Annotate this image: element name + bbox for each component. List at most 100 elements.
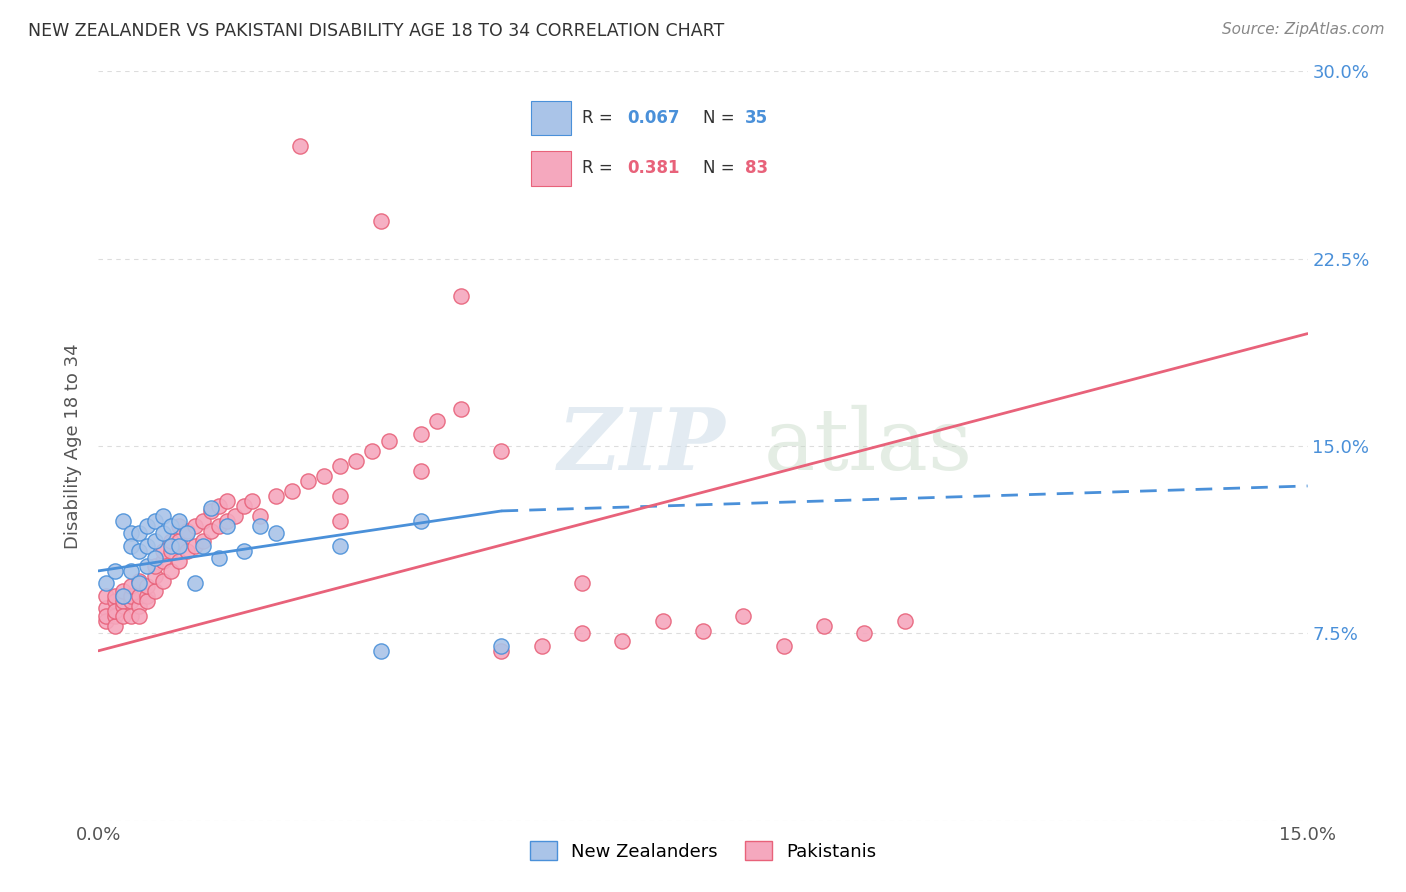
- Point: [450, 289, 472, 303]
- Point: [612, 633, 634, 648]
- Point: [111, 599, 134, 613]
- Point: [135, 589, 157, 603]
- Point: [160, 544, 183, 558]
- Y-axis label: Disability Age 18 to 34: Disability Age 18 to 34: [65, 343, 83, 549]
- Point: [232, 499, 254, 513]
- Text: N =: N =: [703, 109, 740, 127]
- Point: [96, 589, 118, 603]
- Point: [167, 519, 190, 533]
- Point: [184, 539, 207, 553]
- Point: [361, 444, 384, 458]
- Point: [692, 624, 714, 638]
- Point: [297, 474, 319, 488]
- Point: [152, 574, 174, 588]
- Point: [217, 514, 239, 528]
- Text: Source: ZipAtlas.com: Source: ZipAtlas.com: [1222, 22, 1385, 37]
- Point: [128, 574, 150, 588]
- Point: [135, 539, 157, 553]
- Point: [143, 583, 166, 598]
- Point: [288, 139, 311, 153]
- Point: [120, 579, 142, 593]
- Point: [135, 558, 157, 573]
- Point: [208, 551, 231, 566]
- Point: [200, 524, 222, 538]
- Point: [135, 594, 157, 608]
- Point: [217, 494, 239, 508]
- Point: [111, 589, 134, 603]
- Point: [344, 454, 367, 468]
- Point: [200, 501, 222, 516]
- Point: [128, 576, 150, 591]
- Point: [143, 533, 166, 548]
- Point: [120, 539, 142, 553]
- Bar: [531, 101, 571, 136]
- Point: [491, 444, 513, 458]
- Point: [377, 434, 399, 448]
- Point: [224, 508, 246, 523]
- Text: R =: R =: [582, 160, 619, 178]
- Point: [167, 554, 190, 568]
- Point: [264, 526, 287, 541]
- Point: [426, 414, 449, 428]
- Point: [184, 519, 207, 533]
- Point: [111, 589, 134, 603]
- Point: [160, 519, 183, 533]
- Point: [111, 594, 134, 608]
- Point: [329, 539, 352, 553]
- Point: [208, 499, 231, 513]
- Text: N =: N =: [703, 160, 740, 178]
- Point: [143, 551, 166, 566]
- Text: 0.067: 0.067: [627, 109, 679, 127]
- Point: [184, 576, 207, 591]
- Point: [152, 526, 174, 541]
- Text: 0.381: 0.381: [627, 160, 679, 178]
- Point: [409, 426, 432, 441]
- Point: [893, 614, 915, 628]
- Point: [128, 526, 150, 541]
- Point: [103, 608, 125, 623]
- Point: [264, 489, 287, 503]
- Point: [96, 601, 118, 615]
- Point: [329, 514, 352, 528]
- Point: [370, 644, 392, 658]
- Point: [167, 539, 190, 553]
- Point: [120, 594, 142, 608]
- Point: [128, 599, 150, 613]
- Point: [103, 594, 125, 608]
- Point: [103, 589, 125, 603]
- Point: [111, 583, 134, 598]
- Point: [651, 614, 673, 628]
- Point: [232, 544, 254, 558]
- Point: [491, 639, 513, 653]
- Text: atlas: atlas: [763, 404, 973, 488]
- Point: [813, 619, 835, 633]
- Legend: New Zealanders, Pakistanis: New Zealanders, Pakistanis: [523, 834, 883, 868]
- Point: [208, 519, 231, 533]
- Point: [193, 533, 215, 548]
- Point: [281, 483, 304, 498]
- Point: [733, 608, 755, 623]
- Point: [135, 579, 157, 593]
- Point: [96, 608, 118, 623]
- Point: [200, 504, 222, 518]
- Point: [530, 639, 553, 653]
- Point: [160, 564, 183, 578]
- Point: [370, 214, 392, 228]
- Point: [240, 494, 263, 508]
- Text: NEW ZEALANDER VS PAKISTANI DISABILITY AGE 18 TO 34 CORRELATION CHART: NEW ZEALANDER VS PAKISTANI DISABILITY AG…: [28, 22, 724, 40]
- Text: R =: R =: [582, 109, 619, 127]
- Point: [167, 514, 190, 528]
- Point: [409, 514, 432, 528]
- Point: [176, 526, 198, 541]
- Point: [128, 544, 150, 558]
- Point: [152, 554, 174, 568]
- Text: 83: 83: [745, 160, 768, 178]
- Point: [772, 639, 794, 653]
- Point: [111, 608, 134, 623]
- Point: [571, 576, 593, 591]
- Point: [491, 644, 513, 658]
- Point: [103, 604, 125, 618]
- Point: [314, 469, 336, 483]
- Point: [167, 533, 190, 548]
- Text: 35: 35: [745, 109, 768, 127]
